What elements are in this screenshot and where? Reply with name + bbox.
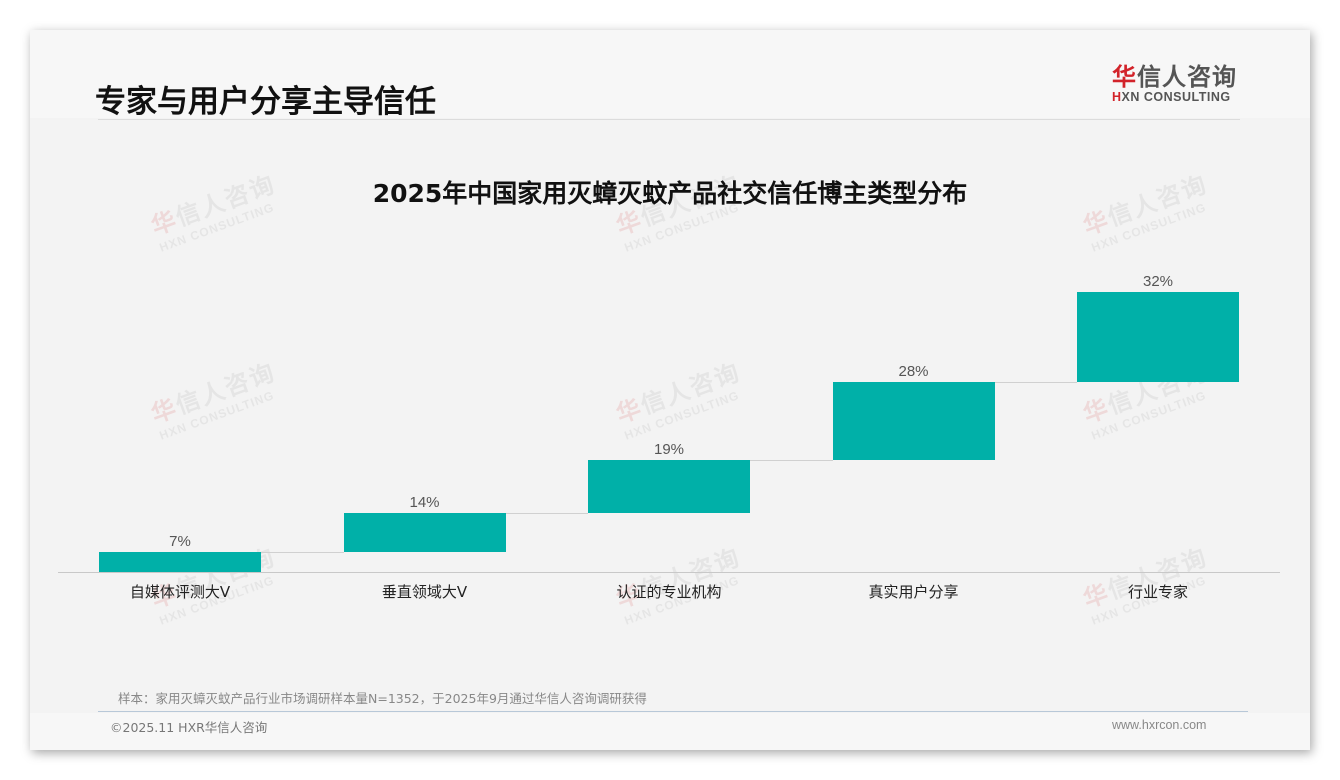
website-link[interactable]: www.hxrcon.com — [1112, 718, 1207, 732]
bar — [588, 460, 750, 514]
title-divider — [98, 119, 1240, 120]
data-label: 14% — [409, 494, 440, 512]
connector-line — [505, 513, 588, 515]
bar — [343, 513, 506, 553]
bar — [99, 552, 261, 572]
waterfall-chart: 7% 自媒体评测大V 14% 垂直领域大V 19% 认证的专业机构 28% 真实用户分享 32%… — [30, 30, 1310, 750]
category-label: 自媒体评测大V — [129, 583, 231, 601]
connector-line — [994, 381, 1077, 383]
bar — [832, 381, 995, 460]
category-label: 行业专家 — [1127, 583, 1188, 601]
logo-en: HXN CONSULTING — [1112, 90, 1231, 104]
category-label: 认证的专业机构 — [616, 583, 722, 601]
page-title: 专家与用户分享主导信任 — [95, 84, 436, 120]
footer-divider — [98, 711, 1248, 712]
data-label: 7% — [169, 533, 191, 551]
category-label: 垂直领域大V — [381, 583, 468, 601]
source-note: 样本：家用灭蟑灭蚊产品行业市场调研样本量N=1352，于2025年9月通过华信人… — [118, 691, 647, 706]
footer-band — [30, 713, 1310, 750]
copyright: ©2025.11 HXR华信人咨询 — [110, 720, 268, 735]
slide: 华信人咨询 HXN CONSULTING 华信人咨询 HXN CONSULTING … — [30, 30, 1310, 750]
logo-cn: 华信人咨询 — [1112, 63, 1237, 91]
data-label: 32% — [1142, 273, 1174, 290]
header-band — [30, 30, 1310, 118]
company-logo: 华信人咨询 HXN CONSULTING — [1112, 63, 1242, 104]
bar — [1077, 292, 1239, 382]
data-label: 28% — [898, 362, 929, 380]
data-label: 19% — [653, 441, 685, 458]
chart-title: 2025年中国家用灭蟑灭蚊产品社交信任博主类型分布 — [372, 179, 968, 208]
connector-line — [261, 552, 344, 554]
category-label: 真实用户分享 — [868, 583, 959, 601]
connector-line — [750, 460, 833, 461]
x-axis-line — [58, 572, 1280, 573]
